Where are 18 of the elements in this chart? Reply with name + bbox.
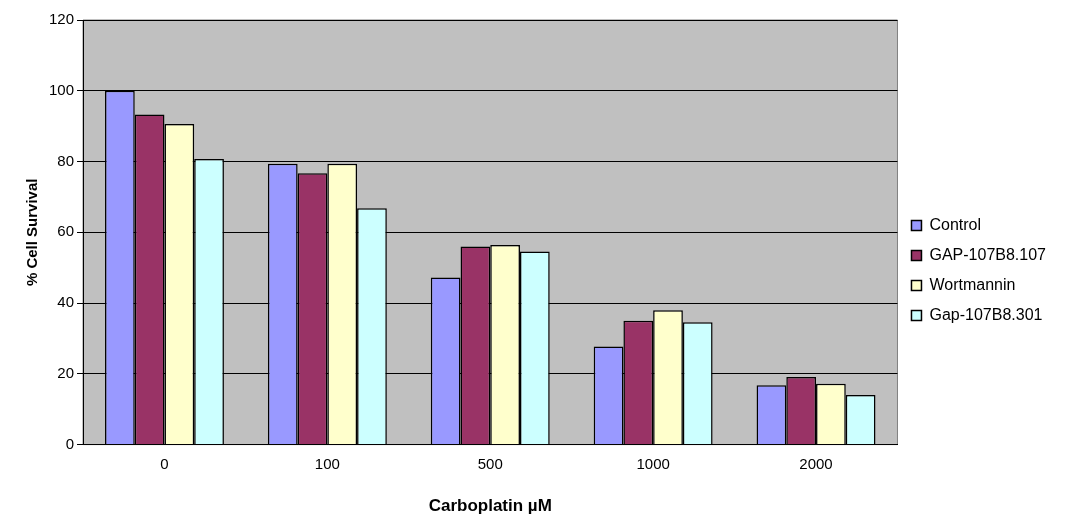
y-axis-title: % Cell Survival	[23, 178, 41, 287]
x-tick-label: 500	[477, 454, 503, 472]
y-tick-label: 0	[65, 434, 75, 452]
legend-label: Wortmannin	[929, 275, 1016, 293]
legend-label: Gap-107B8.301	[929, 305, 1043, 323]
x-tick-label: 2000	[799, 454, 833, 472]
y-tick-label: 120	[49, 10, 75, 28]
y-tick-label: 40	[57, 293, 75, 311]
x-tick-label: 0	[160, 454, 169, 472]
legend-label: GAP-107B8.107	[929, 245, 1047, 263]
y-tick-label: 60	[57, 222, 75, 240]
y-tick-label: 20	[57, 363, 75, 381]
y-tick-label: 100	[49, 80, 75, 98]
x-axis-title: Carboplatin µM	[428, 496, 552, 516]
legend-label: Control	[929, 215, 982, 233]
x-tick-label: 100	[314, 454, 340, 472]
y-tick-label: 80	[57, 151, 75, 169]
x-tick-label: 1000	[636, 454, 670, 472]
